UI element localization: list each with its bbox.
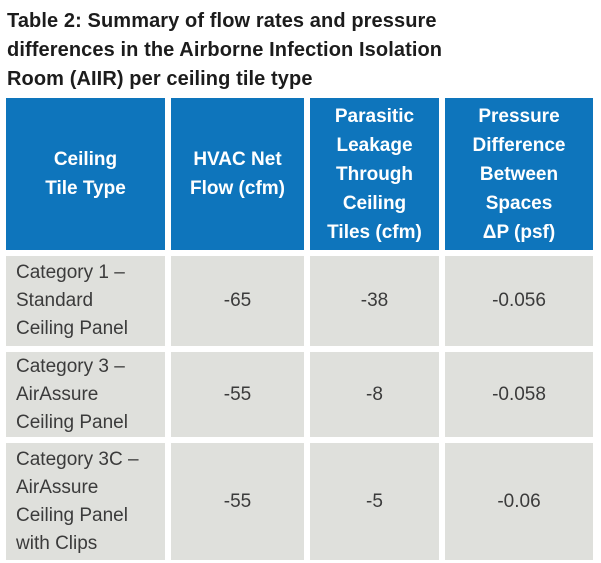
cell-row1-pressure-difference: -0.056: [445, 256, 593, 346]
cell-row2-hvac-net-flow: -55: [171, 352, 304, 437]
cell-row1-parasitic-leakage: -38: [310, 256, 439, 346]
cell-row1-tile-type: Category 1 – Standard Ceiling Panel: [6, 256, 165, 346]
column-header-hvac-net-flow: HVAC Net Flow (cfm): [171, 98, 304, 250]
cell-row3-hvac-net-flow: -55: [171, 443, 304, 560]
column-header-parasitic-leakage: Parasitic Leakage Through Ceiling Tiles …: [310, 98, 439, 250]
cell-row2-parasitic-leakage: -8: [310, 352, 439, 437]
column-header-pressure-difference: Pressure Difference Between Spaces ΔP (p…: [445, 98, 593, 250]
data-table: Ceiling Tile Type HVAC Net Flow (cfm) Pa…: [6, 98, 593, 560]
cell-row3-pressure-difference: -0.06: [445, 443, 593, 560]
cell-row3-tile-type: Category 3C – AirAssure Ceiling Panel wi…: [6, 443, 165, 560]
cell-row1-hvac-net-flow: -65: [171, 256, 304, 346]
cell-row2-tile-type: Category 3 – AirAssure Ceiling Panel: [6, 352, 165, 437]
column-header-ceiling-tile-type: Ceiling Tile Type: [6, 98, 165, 250]
table-title: Table 2: Summary of flow rates and press…: [7, 10, 443, 90]
cell-row2-pressure-difference: -0.058: [445, 352, 593, 437]
cell-row3-parasitic-leakage: -5: [310, 443, 439, 560]
